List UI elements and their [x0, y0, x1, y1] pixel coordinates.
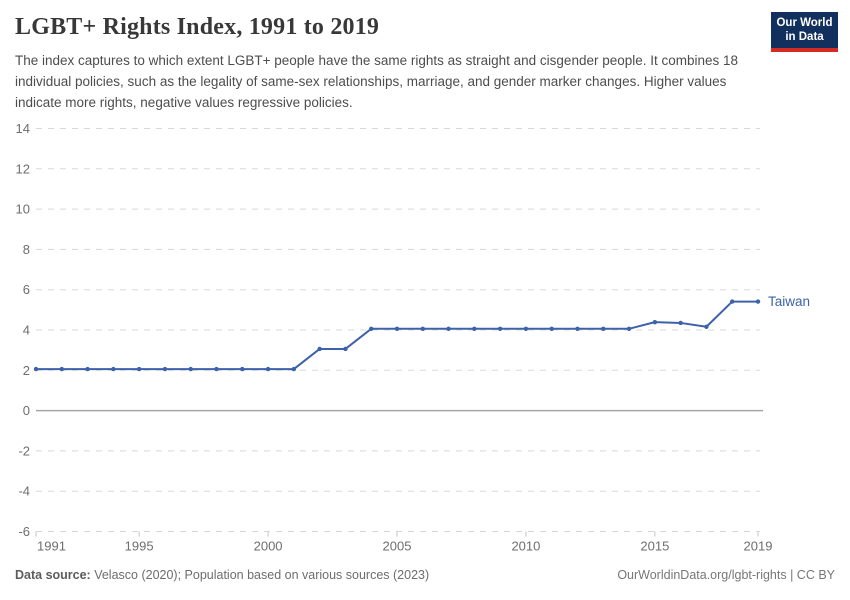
y-tick-label: 10: [16, 202, 30, 217]
data-point[interactable]: [265, 366, 271, 372]
data-point[interactable]: [601, 326, 606, 331]
y-tick-label: 6: [23, 282, 30, 297]
data-point[interactable]: [755, 299, 761, 304]
data-point[interactable]: [472, 326, 477, 331]
y-tick-label: 8: [23, 242, 30, 257]
y-tick-label: -4: [18, 484, 30, 499]
data-point[interactable]: [240, 366, 245, 372]
chart-title: LGBT+ Rights Index, 1991 to 2019: [15, 14, 380, 40]
x-tick-label: 1995: [125, 539, 154, 554]
data-point[interactable]: [549, 326, 554, 331]
data-point[interactable]: [704, 324, 709, 329]
data-point[interactable]: [214, 366, 219, 372]
y-tick-label: -6: [18, 524, 30, 539]
chart-subtitle: The index captures to which extent LGBT+…: [15, 53, 739, 110]
credit-link[interactable]: OurWorldinData.org/lgbt-rights | CC BY: [617, 568, 835, 582]
data-point[interactable]: [446, 326, 451, 331]
y-tick-label: 14: [16, 121, 30, 136]
data-point[interactable]: [343, 346, 348, 352]
data-point[interactable]: [730, 299, 735, 304]
x-tick-label: 2000: [254, 539, 283, 554]
chart-footer: Data source: Velasco (2020); Population …: [15, 568, 835, 582]
series-line-taiwan[interactable]: [35, 300, 759, 371]
data-point[interactable]: [162, 366, 168, 372]
owid-logo[interactable]: Our World in Data: [771, 12, 838, 52]
logo-line1: Our World: [776, 17, 833, 29]
data-point[interactable]: [59, 366, 64, 372]
y-tick-label: 2: [23, 363, 30, 378]
y-tick-label: 12: [16, 161, 30, 176]
logo-line2: in Data: [785, 30, 824, 43]
data-point[interactable]: [111, 366, 116, 372]
data-source-text: Velasco (2020); Population based on vari…: [90, 568, 430, 582]
data-point[interactable]: [136, 366, 142, 372]
x-tick-label: 2015: [640, 539, 669, 554]
x-tick-label: 2019: [744, 539, 773, 554]
y-tick-label: -2: [18, 443, 30, 458]
logo-red-bar: [771, 48, 838, 52]
x-tick-label: 2005: [383, 539, 412, 554]
line-chart-canvas: 14 12 10 8 6 4 2 0 -2 -4 -6 1991 1995 2000 2005 2010 201…: [16, 121, 811, 554]
y-tick-label: 4: [23, 323, 30, 338]
data-point[interactable]: [394, 326, 400, 331]
data-point[interactable]: [369, 326, 374, 331]
y-tick-label: 0: [23, 403, 30, 418]
data-point[interactable]: [523, 326, 529, 331]
data-point[interactable]: [420, 326, 425, 331]
data-source-label: Data source:: [15, 568, 91, 582]
data-point[interactable]: [497, 326, 503, 331]
data-point[interactable]: [33, 366, 39, 372]
x-tick-label: 2010: [511, 539, 540, 554]
data-point[interactable]: [291, 366, 297, 372]
data-source-note: Data source: Velasco (2020); Population …: [15, 568, 429, 582]
series-label[interactable]: Taiwan: [768, 294, 810, 309]
data-point[interactable]: [85, 366, 90, 372]
data-point[interactable]: [317, 346, 322, 352]
data-point[interactable]: [626, 326, 632, 331]
x-tick-label: 1991: [37, 539, 66, 554]
data-point[interactable]: [678, 320, 683, 326]
data-point[interactable]: [652, 319, 658, 325]
owid-logo-text: Our World in Data: [771, 12, 838, 48]
data-point[interactable]: [188, 366, 193, 372]
data-point[interactable]: [575, 326, 580, 331]
